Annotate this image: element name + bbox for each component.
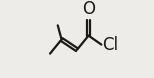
Text: Cl: Cl (102, 36, 118, 54)
Text: O: O (82, 0, 95, 18)
